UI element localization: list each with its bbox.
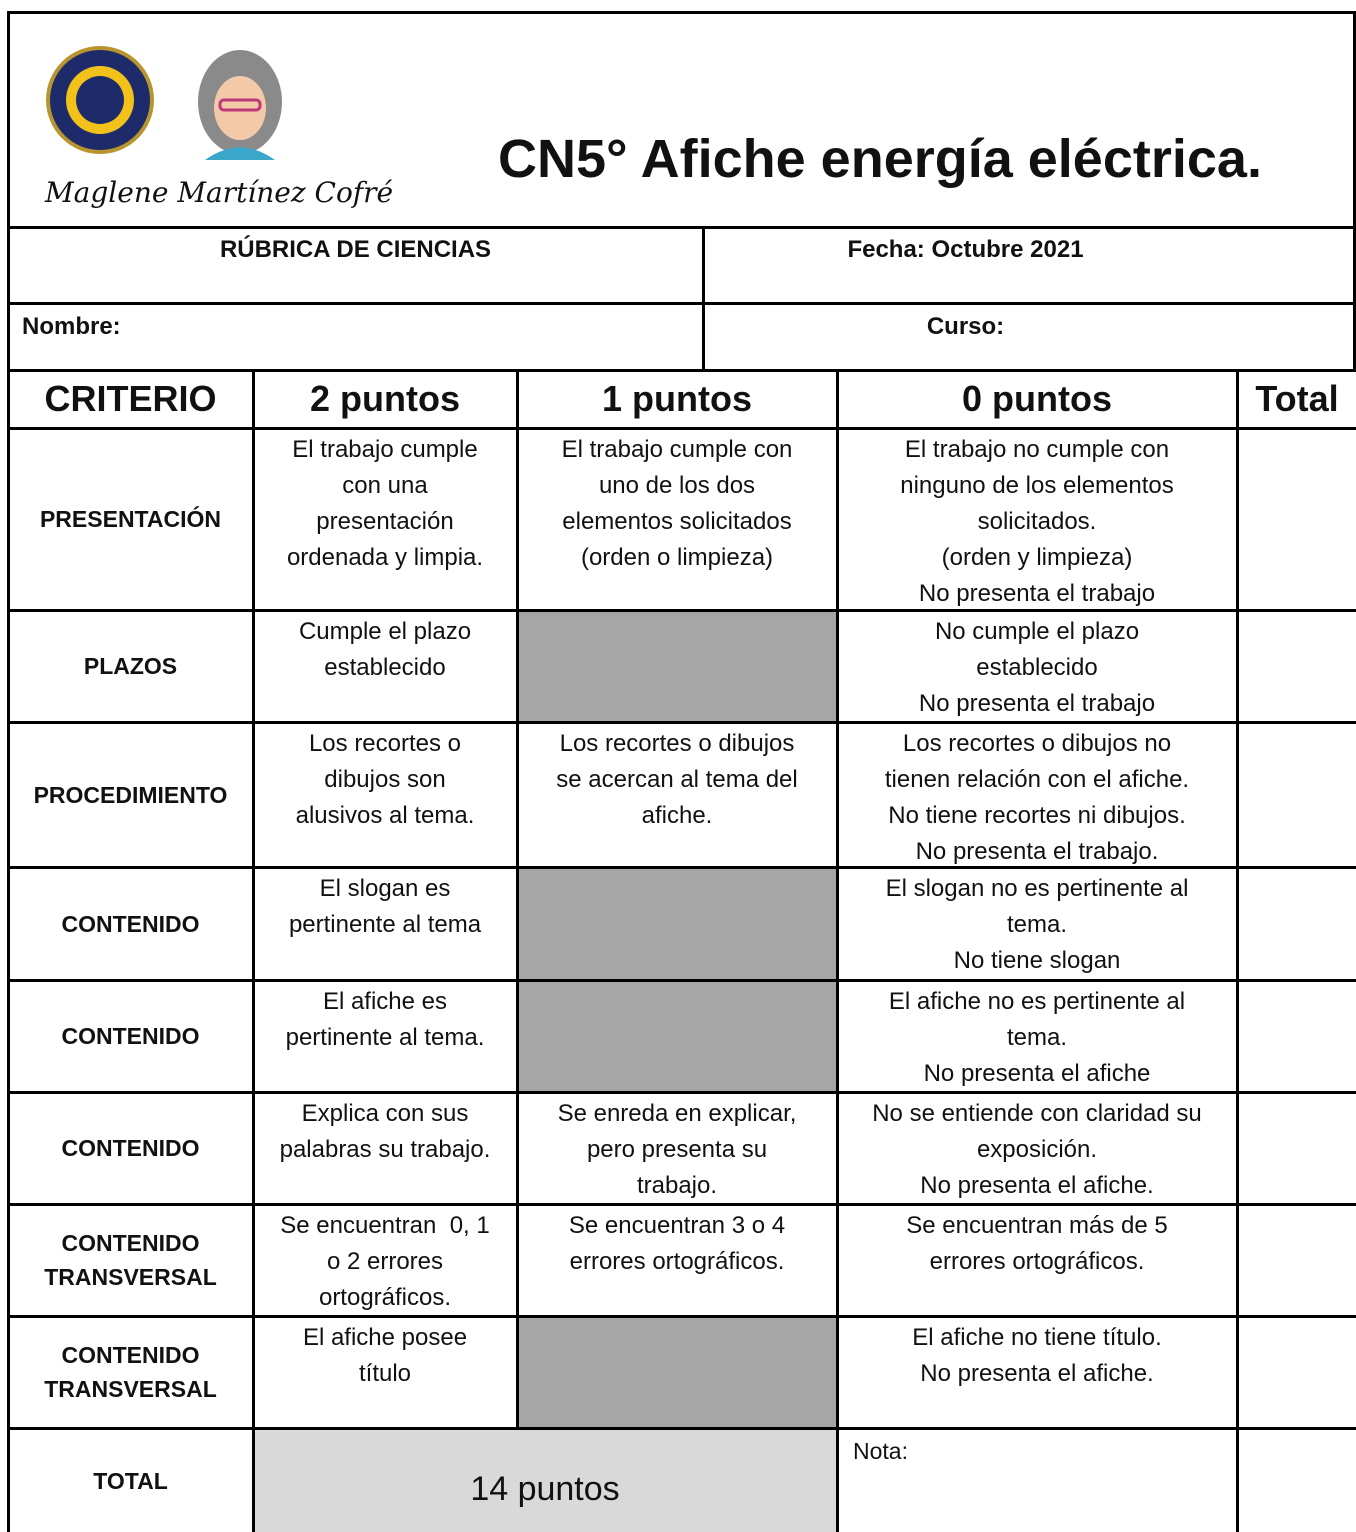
grade-label: Nota: bbox=[853, 1438, 908, 1465]
column-header: CRITERIO bbox=[8, 378, 253, 420]
date: Fecha: Octubre 2021 bbox=[703, 236, 1228, 264]
cell-text: El slogan no es pertinente al tema. No t… bbox=[837, 871, 1237, 979]
cell bbox=[516, 1315, 839, 1430]
cell-text: El trabajo cumple con una presentación o… bbox=[253, 432, 517, 576]
cell-text: Cumple el plazo establecido bbox=[253, 614, 517, 686]
column-header: 2 puntos bbox=[253, 378, 517, 420]
cell-text: Explica con sus palabras su trabajo. bbox=[253, 1096, 517, 1168]
cell-text: Se encuentran más de 5 errores ortográfi… bbox=[837, 1208, 1237, 1280]
cell-text: Los recortes o dibujos no tienen relació… bbox=[837, 726, 1237, 870]
name-label: Nombre: bbox=[22, 313, 121, 341]
cell bbox=[516, 979, 839, 1094]
cell-text: Los recortes o dibujos son alusivos al t… bbox=[253, 726, 517, 834]
criterion: CONTENIDO TRANSVERSAL bbox=[8, 1204, 253, 1316]
cell-text: El trabajo no cumple con ninguno de los … bbox=[837, 432, 1237, 612]
criterion: PRESENTACIÓN bbox=[8, 428, 253, 610]
cell bbox=[1236, 1427, 1356, 1532]
criterion: PROCEDIMIENTO bbox=[8, 722, 253, 867]
cell bbox=[1236, 979, 1356, 1094]
cell-text: Los recortes o dibujos se acercan al tem… bbox=[517, 726, 837, 834]
cell-text: El afiche no es pertinente al tema. No p… bbox=[837, 984, 1237, 1092]
cell bbox=[516, 866, 839, 982]
cell bbox=[1236, 1203, 1356, 1318]
column-header: Total bbox=[1237, 378, 1356, 420]
cell-text: El slogan es pertinente al tema bbox=[253, 871, 517, 943]
author: Maglene Martínez Cofré bbox=[45, 176, 393, 209]
cell bbox=[1236, 1091, 1356, 1206]
criterion: PLAZOS bbox=[8, 610, 253, 722]
cell bbox=[1236, 427, 1356, 612]
logos bbox=[40, 40, 320, 170]
cell-text: El trabajo cumple con uno de los dos ele… bbox=[517, 432, 837, 576]
cell bbox=[1236, 866, 1356, 982]
total-points: 14 puntos bbox=[253, 1470, 837, 1509]
column-header: 0 puntos bbox=[837, 378, 1237, 420]
cell bbox=[1236, 609, 1356, 724]
criterion: CONTENIDO bbox=[8, 867, 253, 980]
criterion: CONTENIDO TRANSVERSAL bbox=[8, 1316, 253, 1428]
cell-text: El afiche es pertinente al tema. bbox=[253, 984, 517, 1056]
rubric-label: RÚBRICA DE CIENCIAS bbox=[8, 236, 703, 264]
cell bbox=[1236, 1315, 1356, 1430]
cell bbox=[1236, 721, 1356, 869]
cell-text: Se enreda en explicar, pero presenta su … bbox=[517, 1096, 837, 1204]
column-header: 1 puntos bbox=[517, 378, 837, 420]
cell-text: El afiche posee título bbox=[253, 1320, 517, 1392]
cell-text: No se entiende con claridad su exposició… bbox=[837, 1096, 1237, 1204]
cell bbox=[516, 609, 839, 724]
course-label: Curso: bbox=[703, 313, 1228, 341]
title: CN5° Afiche energía eléctrica. bbox=[440, 128, 1320, 190]
criterion: CONTENIDO bbox=[8, 980, 253, 1092]
cell-text: No cumple el plazo establecido No presen… bbox=[837, 614, 1237, 722]
cell-text: Se encuentran 3 o 4 errores ortográficos… bbox=[517, 1208, 837, 1280]
total-label: TOTAL bbox=[8, 1428, 253, 1532]
criterion: CONTENIDO bbox=[8, 1092, 253, 1204]
page: Maglene Martínez Cofré CN5° Afiche energ… bbox=[0, 0, 1356, 1532]
cell-text: El afiche no tiene título. No presenta e… bbox=[837, 1320, 1237, 1392]
cell-text: Se encuentran 0, 1 o 2 errores ortográfi… bbox=[253, 1208, 517, 1316]
